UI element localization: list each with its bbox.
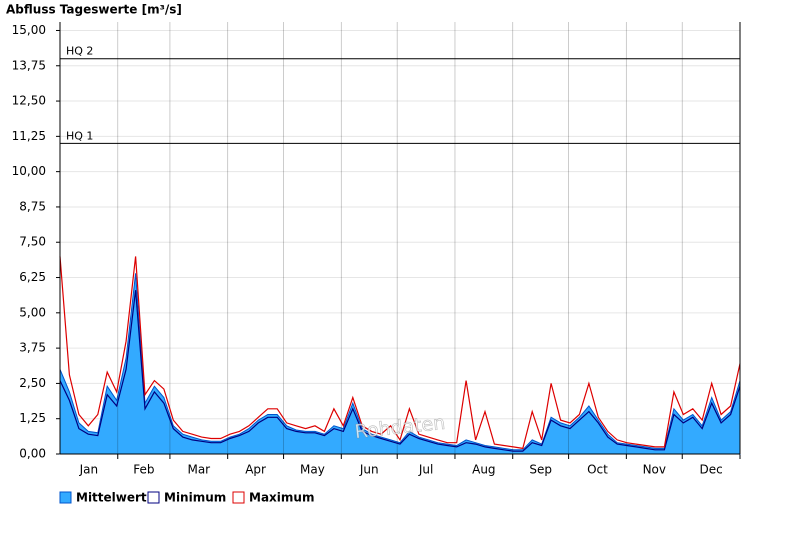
y-tick-label: 6,25 <box>19 270 46 284</box>
x-tick-label: Aug <box>472 463 495 477</box>
y-tick-label: 3,75 <box>19 341 46 355</box>
line <box>59 256 741 450</box>
line <box>59 290 741 452</box>
chart-title: Abfluss Tageswerte [m³/s] <box>6 3 182 17</box>
reference-label: HQ 2 <box>66 45 93 58</box>
legend-swatch <box>59 491 72 504</box>
y-tick-label: 10,00 <box>12 164 46 178</box>
x-tick-label: Jan <box>79 463 99 477</box>
y-tick-label: 7,50 <box>19 235 46 249</box>
x-tick-label: Sep <box>529 463 552 477</box>
x-tick-label: Nov <box>643 463 666 477</box>
legend-label: Minimum <box>164 491 226 505</box>
x-tick-label: Apr <box>245 463 266 477</box>
y-tick-label: 15,00 <box>12 23 46 37</box>
y-tick-label: 13,75 <box>12 58 46 72</box>
y-tick-label: 1,25 <box>19 411 46 425</box>
x-tick-label: Oct <box>587 463 608 477</box>
area <box>59 273 741 455</box>
y-tick-label: 8,75 <box>19 199 46 213</box>
x-tick-label: Feb <box>133 463 154 477</box>
legend-swatch <box>232 491 245 504</box>
y-tick-label: 0,00 <box>19 447 46 461</box>
reference-label: HQ 1 <box>66 129 93 142</box>
legend-label: Maximum <box>249 491 314 505</box>
x-tick-label: Dec <box>700 463 723 477</box>
x-tick-label: Jul <box>418 463 433 477</box>
y-tick-label: 11,25 <box>12 129 46 143</box>
y-tick-label: 12,50 <box>12 94 46 108</box>
y-tick-label: 5,00 <box>19 305 46 319</box>
x-tick-label: Jun <box>359 463 379 477</box>
x-tick-label: Mar <box>187 463 210 477</box>
y-tick-label: 2,50 <box>19 376 46 390</box>
x-tick-label: May <box>300 463 325 477</box>
legend-swatch <box>147 491 160 504</box>
legend-label: Mittelwert <box>76 491 147 505</box>
